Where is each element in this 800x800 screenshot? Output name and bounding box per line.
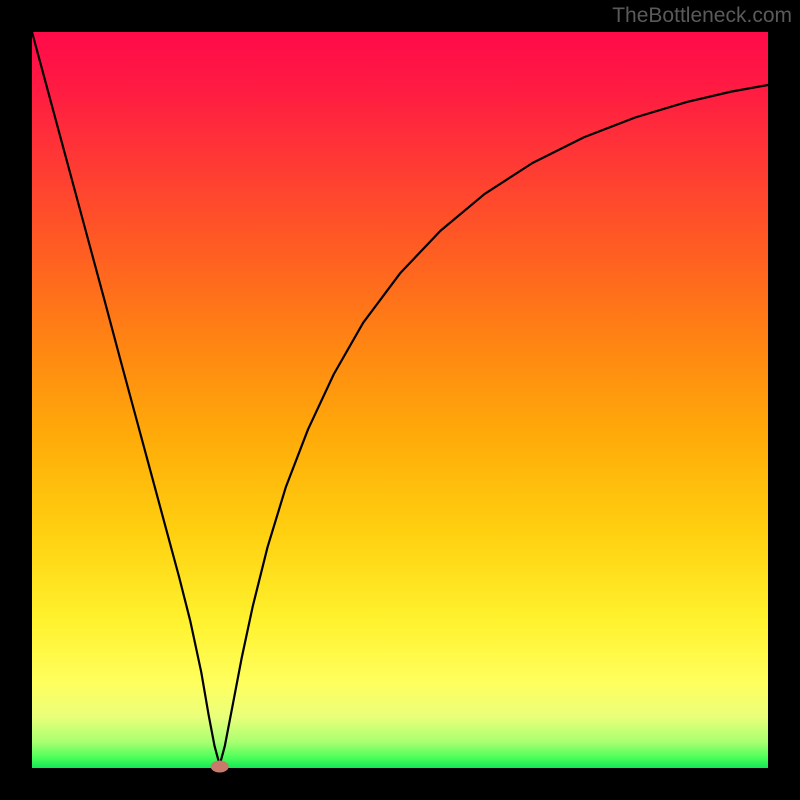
- bottleneck-chart: [0, 0, 800, 800]
- valley-marker: [211, 761, 229, 773]
- watermark-text: TheBottleneck.com: [612, 4, 792, 28]
- plot-background: [32, 32, 768, 768]
